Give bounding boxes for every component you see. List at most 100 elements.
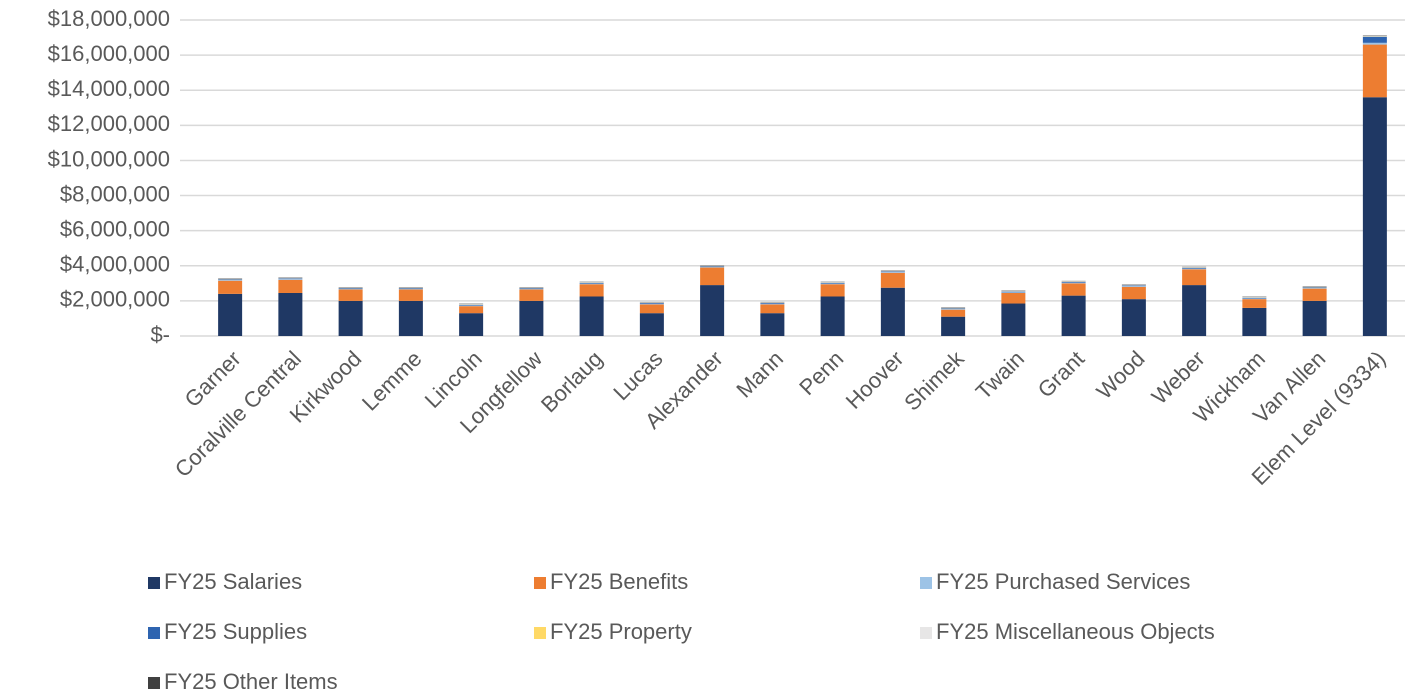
bar-segment	[579, 283, 604, 285]
bar-segment	[1001, 292, 1026, 293]
bar-segment	[880, 271, 905, 273]
bar-segment	[459, 313, 484, 336]
bar-segment	[880, 272, 905, 273]
bar-segment	[760, 303, 785, 305]
bar-segment	[700, 285, 725, 336]
bar-segment	[1362, 42, 1387, 45]
bar-segment	[338, 289, 363, 301]
legend-label: FY25 Benefits	[550, 569, 688, 594]
legend-swatch	[920, 627, 932, 639]
x-tick-label: Grant	[1033, 346, 1090, 403]
bar-segment	[579, 296, 604, 336]
legend-swatch	[148, 677, 160, 689]
bar-segment	[1182, 268, 1207, 270]
bar-segment	[1121, 286, 1146, 287]
bar-segment	[398, 287, 423, 288]
bar-segment	[880, 272, 905, 288]
bar-segment	[218, 293, 243, 336]
bar-segment	[1362, 44, 1387, 98]
bar-segment	[1001, 292, 1026, 304]
bar-segment	[639, 304, 664, 314]
legend-label: FY25 Other Items	[164, 669, 338, 694]
y-tick-label: $14,000,000	[48, 76, 170, 101]
x-tick-label: Penn	[794, 346, 848, 400]
bar-segment	[398, 288, 423, 290]
bar-segment	[1001, 290, 1026, 292]
bar-segment	[338, 287, 363, 288]
y-tick-label: $6,000,000	[60, 216, 170, 241]
bar-segment	[338, 288, 363, 289]
bar-segment	[941, 308, 966, 309]
bar-segment	[519, 300, 544, 336]
bar-segment	[760, 304, 785, 314]
bar-segment	[1242, 307, 1267, 336]
bar-segment	[278, 279, 303, 293]
y-tick-label: $-	[150, 322, 170, 347]
bar-segment	[278, 279, 303, 280]
bar-segment	[1182, 285, 1207, 336]
bar-segment	[820, 282, 845, 283]
bar-segment	[820, 284, 845, 297]
x-tick-label: Shimek	[899, 345, 969, 415]
legend-swatch	[534, 577, 546, 589]
x-tick-label: Mann	[731, 346, 788, 403]
bar-segment	[579, 282, 604, 283]
bar-segment	[1061, 295, 1086, 336]
bar-segment	[941, 308, 966, 310]
bar-segment	[880, 270, 905, 272]
bar-segment	[218, 279, 243, 281]
bar-segment	[1302, 286, 1327, 288]
bar-segment	[1061, 281, 1086, 282]
legend-swatch	[148, 577, 160, 589]
x-tick-label: Borlaug	[536, 346, 607, 417]
bar-segment	[700, 266, 725, 267]
x-tick-label: Hoover	[841, 346, 909, 414]
bar-segment	[278, 292, 303, 336]
bar-segment	[459, 304, 484, 305]
legend-label: FY25 Property	[550, 619, 692, 644]
bar-segment	[1242, 297, 1267, 299]
bar-segment	[700, 265, 725, 266]
bar-segment	[760, 302, 785, 303]
bar-segment	[1242, 299, 1267, 308]
y-tick-label: $18,000,000	[48, 6, 170, 31]
x-tick-label: Lemme	[357, 346, 427, 416]
bar-segment	[760, 313, 785, 336]
bar-segment	[1362, 36, 1387, 43]
bar-segment	[579, 282, 604, 284]
bar-segment	[941, 307, 966, 309]
legend-label: FY25 Purchased Services	[936, 569, 1190, 594]
y-tick-label: $4,000,000	[60, 252, 170, 277]
bar-segment	[1061, 283, 1086, 296]
y-tick-label: $8,000,000	[60, 181, 170, 206]
bar-segment	[218, 278, 243, 280]
bar-segment	[1242, 298, 1267, 300]
bar-segment	[338, 300, 363, 336]
bar-segment	[1242, 297, 1267, 298]
bar-segment	[1001, 303, 1026, 336]
y-tick-label: $12,000,000	[48, 111, 170, 136]
bar-segment	[519, 288, 544, 289]
bar-segment	[820, 282, 845, 284]
y-tick-label: $16,000,000	[48, 41, 170, 66]
bar-segment	[941, 309, 966, 317]
bar-segment	[519, 288, 544, 290]
bar-segment	[218, 279, 243, 280]
legend-label: FY25 Supplies	[164, 619, 307, 644]
bar-segment	[639, 313, 664, 336]
y-tick-label: $10,000,000	[48, 146, 170, 171]
bar-segment	[519, 287, 544, 288]
bar-segment	[1302, 287, 1327, 288]
legend-swatch	[534, 627, 546, 639]
x-tick-label: Wood	[1091, 346, 1149, 404]
bar-segment	[338, 288, 363, 290]
bar-segment	[459, 304, 484, 306]
bar-segment	[700, 266, 725, 268]
y-tick-label: $2,000,000	[60, 287, 170, 312]
legend-label: FY25 Salaries	[164, 569, 302, 594]
bar-segment	[820, 296, 845, 336]
bar-segment	[1182, 269, 1207, 286]
bar-segment	[1362, 35, 1387, 37]
x-tick-label: Twain	[971, 346, 1029, 404]
